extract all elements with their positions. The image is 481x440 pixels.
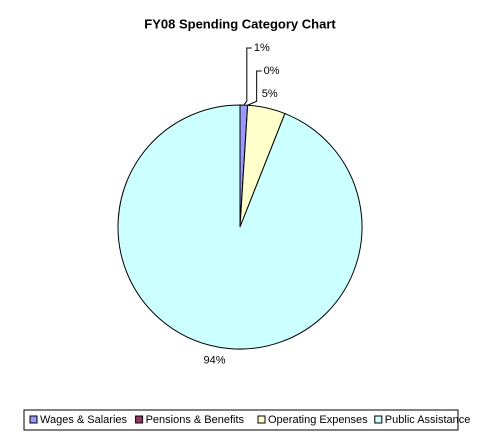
leader-line bbox=[243, 47, 252, 106]
legend-swatch bbox=[29, 415, 38, 424]
legend-swatch bbox=[257, 415, 266, 424]
legend-swatch bbox=[135, 415, 144, 424]
legend-label: Wages & Salaries bbox=[40, 414, 128, 426]
legend-label: Pensions & Benefits bbox=[146, 414, 245, 426]
legend-box bbox=[23, 409, 459, 431]
data-label: 0% bbox=[264, 65, 280, 77]
leader-line bbox=[247, 70, 262, 106]
legend-label: Public Assistance bbox=[385, 414, 471, 426]
data-label: 1% bbox=[254, 42, 270, 54]
legend-swatch bbox=[374, 415, 383, 424]
data-label: 94% bbox=[204, 354, 226, 366]
pie-slice bbox=[117, 104, 363, 350]
data-label: 5% bbox=[262, 88, 278, 100]
legend-label: Operating Expenses bbox=[268, 414, 368, 426]
chart-title: FY08 Spending Category Chart bbox=[144, 16, 336, 31]
